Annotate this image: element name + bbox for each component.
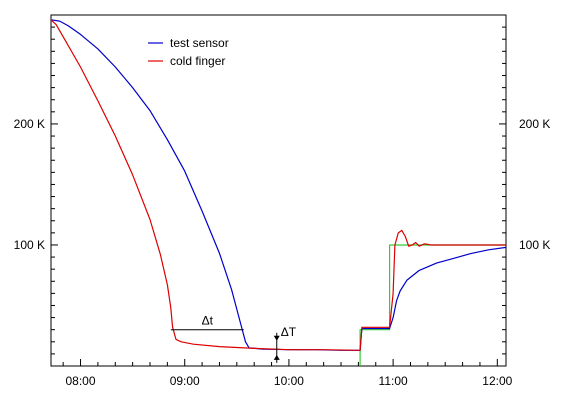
x-tick-label: 10:00: [274, 374, 304, 388]
delta-T-label: ΔT: [281, 325, 297, 339]
y-tick-label-right: 200 K: [519, 117, 550, 131]
x-tick-label: 12:00: [482, 374, 512, 388]
delta-t-label: Δt: [202, 314, 214, 328]
series-line-setpoint: [359, 244, 506, 366]
series-line-cold-finger: [50, 19, 506, 351]
delta-T-arrow-up: [273, 354, 280, 360]
series-line-test-sensor: [50, 19, 507, 351]
y-tick-label-left: 100 K: [14, 238, 45, 252]
x-tick-label: 08:00: [66, 374, 96, 388]
legend-label: cold finger: [170, 54, 225, 68]
axes: 100 K 100 K 200 K 200 K 08:00 09:00 10:00 11:00…: [14, 26, 550, 388]
y-tick-label-left: 200 K: [14, 117, 45, 131]
x-tick-label: 09:00: [170, 374, 200, 388]
legend-label: test sensor: [170, 36, 229, 50]
delta-T-arrow-down: [273, 335, 280, 341]
plot-border: [50, 14, 507, 367]
annotation-layer: Δt ΔT: [170, 314, 297, 363]
legend: test sensor cold finger: [148, 36, 229, 68]
y-tick-label-right: 100 K: [519, 238, 550, 252]
plot-frame: [50, 14, 507, 367]
x-tick-label: 11:00: [379, 374, 408, 388]
series-layer: [50, 19, 507, 366]
